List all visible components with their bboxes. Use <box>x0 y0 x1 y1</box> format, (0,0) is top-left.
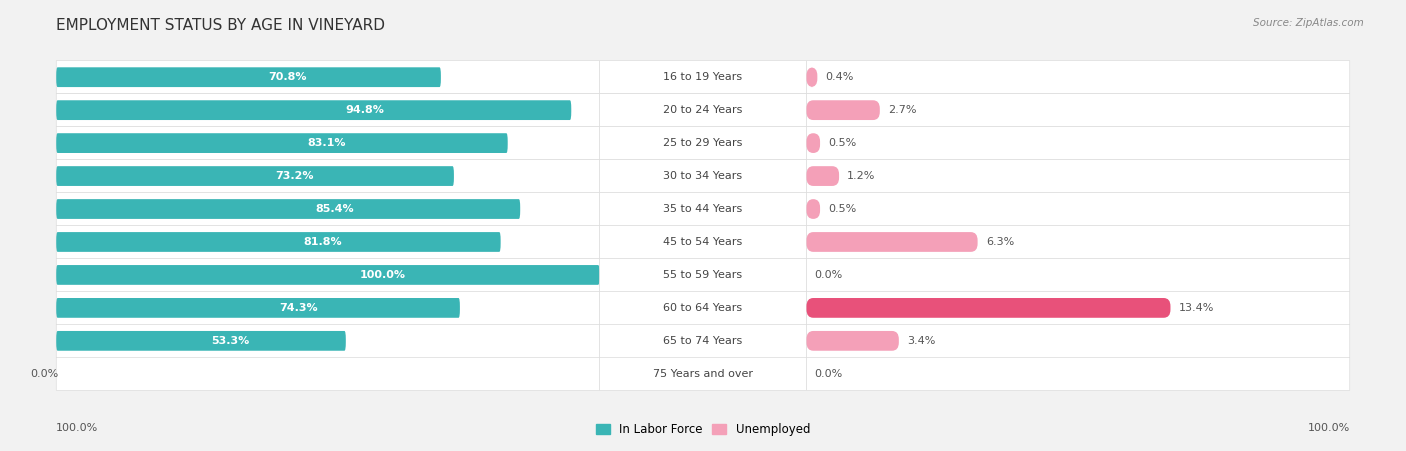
Text: 100.0%: 100.0% <box>56 423 98 433</box>
FancyBboxPatch shape <box>56 258 599 291</box>
Text: 35 to 44 Years: 35 to 44 Years <box>664 204 742 214</box>
FancyBboxPatch shape <box>599 291 807 324</box>
FancyBboxPatch shape <box>56 100 571 120</box>
Text: 83.1%: 83.1% <box>308 138 346 148</box>
Text: 0.0%: 0.0% <box>814 369 842 379</box>
FancyBboxPatch shape <box>807 166 839 186</box>
FancyBboxPatch shape <box>56 127 599 160</box>
Text: 16 to 19 Years: 16 to 19 Years <box>664 72 742 82</box>
Text: 100.0%: 100.0% <box>359 270 405 280</box>
FancyBboxPatch shape <box>807 94 1350 127</box>
Text: 53.3%: 53.3% <box>211 336 249 346</box>
Text: 100.0%: 100.0% <box>1308 423 1350 433</box>
FancyBboxPatch shape <box>807 258 1350 291</box>
FancyBboxPatch shape <box>599 324 807 357</box>
Text: 45 to 54 Years: 45 to 54 Years <box>664 237 742 247</box>
Legend: In Labor Force, Unemployed: In Labor Force, Unemployed <box>591 418 815 441</box>
Text: 13.4%: 13.4% <box>1178 303 1213 313</box>
Text: 70.8%: 70.8% <box>267 72 307 82</box>
FancyBboxPatch shape <box>807 226 1350 258</box>
Text: 0.0%: 0.0% <box>814 270 842 280</box>
FancyBboxPatch shape <box>599 258 807 291</box>
FancyBboxPatch shape <box>807 357 1350 390</box>
FancyBboxPatch shape <box>807 298 1170 318</box>
FancyBboxPatch shape <box>56 94 599 127</box>
Text: 85.4%: 85.4% <box>315 204 354 214</box>
FancyBboxPatch shape <box>56 298 460 318</box>
FancyBboxPatch shape <box>807 61 1350 94</box>
FancyBboxPatch shape <box>599 127 807 160</box>
FancyBboxPatch shape <box>56 226 599 258</box>
Text: 74.3%: 74.3% <box>280 303 318 313</box>
Text: 3.4%: 3.4% <box>907 336 935 346</box>
FancyBboxPatch shape <box>56 199 520 219</box>
Text: 0.0%: 0.0% <box>31 369 59 379</box>
Text: EMPLOYMENT STATUS BY AGE IN VINEYARD: EMPLOYMENT STATUS BY AGE IN VINEYARD <box>56 18 385 33</box>
Text: 25 to 29 Years: 25 to 29 Years <box>664 138 742 148</box>
FancyBboxPatch shape <box>56 232 501 252</box>
FancyBboxPatch shape <box>56 133 508 153</box>
Text: 0.5%: 0.5% <box>828 204 856 214</box>
Text: 1.2%: 1.2% <box>848 171 876 181</box>
Text: 73.2%: 73.2% <box>276 171 314 181</box>
FancyBboxPatch shape <box>599 226 807 258</box>
FancyBboxPatch shape <box>599 160 807 193</box>
FancyBboxPatch shape <box>56 265 599 285</box>
Text: 81.8%: 81.8% <box>304 237 342 247</box>
FancyBboxPatch shape <box>599 94 807 127</box>
Text: 94.8%: 94.8% <box>346 105 385 115</box>
Text: 0.4%: 0.4% <box>825 72 853 82</box>
FancyBboxPatch shape <box>56 291 599 324</box>
FancyBboxPatch shape <box>599 357 807 390</box>
FancyBboxPatch shape <box>56 61 599 94</box>
FancyBboxPatch shape <box>807 199 820 219</box>
FancyBboxPatch shape <box>56 357 599 390</box>
FancyBboxPatch shape <box>807 193 1350 226</box>
FancyBboxPatch shape <box>56 324 599 357</box>
Text: 75 Years and over: 75 Years and over <box>652 369 754 379</box>
FancyBboxPatch shape <box>807 160 1350 193</box>
FancyBboxPatch shape <box>807 331 898 351</box>
FancyBboxPatch shape <box>807 232 977 252</box>
FancyBboxPatch shape <box>807 100 880 120</box>
FancyBboxPatch shape <box>807 133 820 153</box>
Text: 0.5%: 0.5% <box>828 138 856 148</box>
FancyBboxPatch shape <box>807 67 817 87</box>
Text: 30 to 34 Years: 30 to 34 Years <box>664 171 742 181</box>
FancyBboxPatch shape <box>807 127 1350 160</box>
FancyBboxPatch shape <box>599 61 807 94</box>
Text: 20 to 24 Years: 20 to 24 Years <box>664 105 742 115</box>
Text: 65 to 74 Years: 65 to 74 Years <box>664 336 742 346</box>
Text: 55 to 59 Years: 55 to 59 Years <box>664 270 742 280</box>
FancyBboxPatch shape <box>807 291 1350 324</box>
FancyBboxPatch shape <box>56 67 441 87</box>
FancyBboxPatch shape <box>56 166 454 186</box>
FancyBboxPatch shape <box>56 193 599 226</box>
Text: Source: ZipAtlas.com: Source: ZipAtlas.com <box>1253 18 1364 28</box>
Text: 6.3%: 6.3% <box>986 237 1014 247</box>
FancyBboxPatch shape <box>56 160 599 193</box>
Text: 60 to 64 Years: 60 to 64 Years <box>664 303 742 313</box>
FancyBboxPatch shape <box>807 324 1350 357</box>
Text: 2.7%: 2.7% <box>889 105 917 115</box>
FancyBboxPatch shape <box>599 193 807 226</box>
FancyBboxPatch shape <box>56 331 346 351</box>
